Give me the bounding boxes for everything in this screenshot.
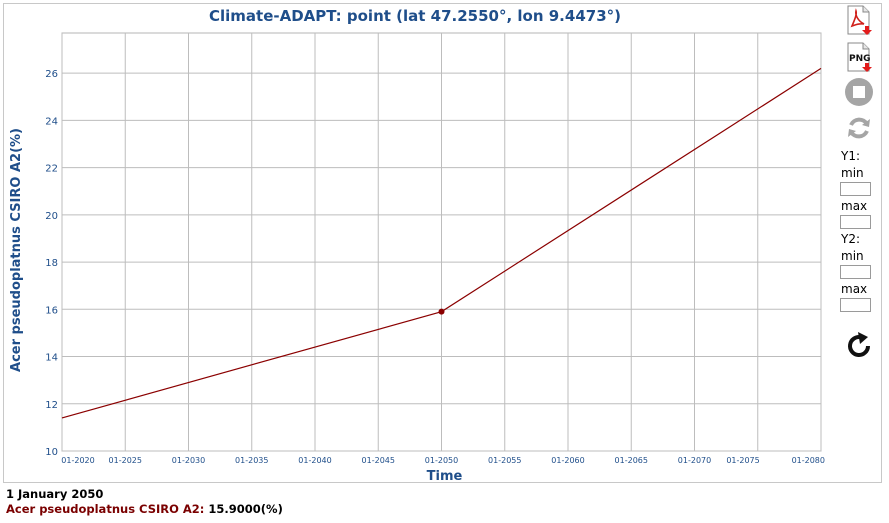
y-tick-label: 16: [45, 305, 58, 316]
x-tick-label: 01-2025: [109, 456, 142, 465]
x-tick-label: 01-2060: [551, 456, 584, 465]
chart-plot: 01-2020 01-2025 01-2030 01-2035 01-2040 01-20…: [9, 32, 825, 484]
chart-title: Climate-ADAPT: point (lat 47.2550°, lon …: [208, 7, 621, 25]
y-tick-label: 12: [45, 400, 58, 411]
y1-max-input[interactable]: [840, 215, 871, 229]
x-tick-label: 01-2075: [726, 456, 759, 465]
y1-min-label: min: [841, 166, 864, 180]
x-tick-label: 01-2035: [235, 456, 268, 465]
y-axis-label: Acer pseudoplatnus CSIRO A2(%): [9, 128, 24, 372]
png-export-icon[interactable]: PNG: [844, 42, 874, 72]
x-tick-label: 01-2040: [298, 456, 331, 465]
y-tick-label: 26: [45, 69, 58, 80]
x-tick-label: 01-2065: [615, 456, 648, 465]
y2-max-label: max: [841, 282, 868, 296]
hover-info: 1 January 2050 Acer pseudoplatnus CSIRO …: [6, 487, 283, 517]
y2-max-input[interactable]: [840, 298, 871, 312]
y-tick-label: 10: [45, 447, 58, 458]
reload-icon[interactable]: [844, 331, 874, 361]
x-axis-label: Time: [427, 469, 463, 484]
hover-value-line: Acer pseudoplatnus CSIRO A2: 15.9000(%): [6, 502, 283, 517]
y2-min-input[interactable]: [840, 265, 871, 279]
png-icon-text: PNG: [849, 54, 871, 64]
refresh-icon[interactable]: [844, 113, 874, 143]
y2-label: Y2:: [841, 232, 861, 246]
highlight-point: [438, 308, 445, 315]
y-tick-label: 22: [45, 164, 58, 175]
hover-value: 15.9000(%): [208, 502, 283, 516]
chart-frame: [3, 3, 882, 483]
x-tick-label: 01-2055: [488, 456, 521, 465]
x-tick-label: 01-2030: [172, 456, 205, 465]
y1-label: Y1:: [841, 149, 861, 163]
x-tick-label: 01-2020: [61, 456, 94, 465]
x-tick-label: 01-2050: [425, 456, 458, 465]
y-tick-label: 20: [45, 211, 58, 222]
hover-date: 1 January 2050: [6, 487, 104, 501]
x-tick-label: 01-2045: [362, 456, 395, 465]
y2-min-label: min: [841, 249, 864, 263]
pdf-export-icon[interactable]: [844, 5, 874, 35]
y1-min-input[interactable]: [840, 182, 871, 196]
x-tick-label: 01-2070: [678, 456, 711, 465]
y-tick-label: 18: [45, 258, 58, 269]
x-tick-label: 01-2080: [792, 456, 825, 465]
y-tick-label: 24: [45, 116, 58, 127]
y-tick-label: 14: [45, 353, 58, 364]
y1-max-label: max: [841, 199, 868, 213]
stop-icon[interactable]: [844, 77, 874, 107]
hover-series-label: Acer pseudoplatnus CSIRO A2:: [6, 502, 205, 516]
